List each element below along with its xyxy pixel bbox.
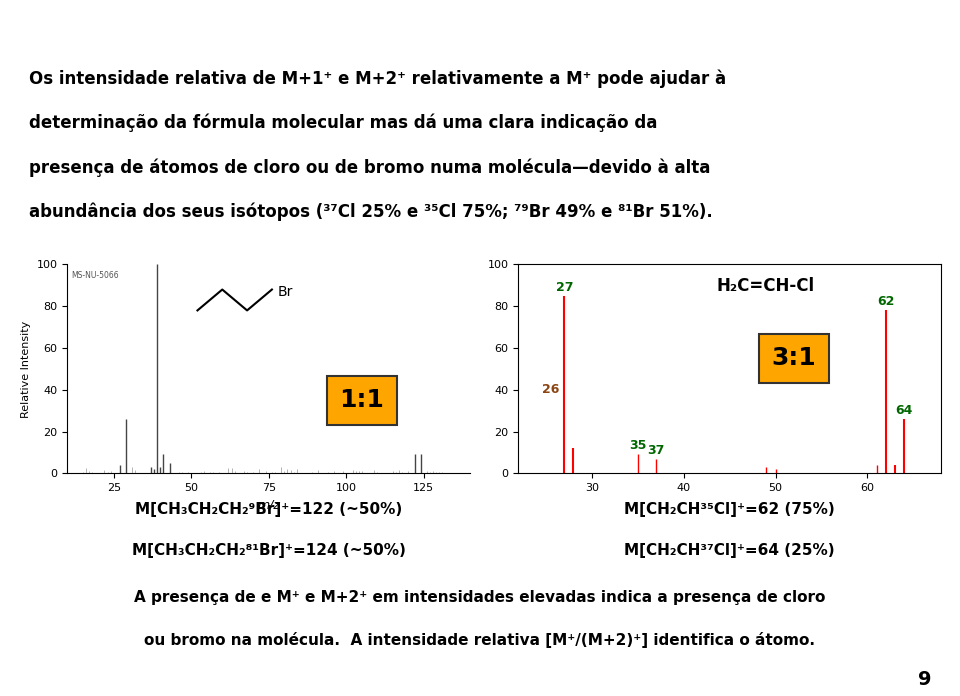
Text: 3:1: 3:1 [772, 347, 816, 370]
Text: A presença de e M⁺ e M+2⁺ em intensidades elevadas indica a presença de cloro: A presença de e M⁺ e M+2⁺ em intensidade… [134, 590, 826, 605]
Text: 64: 64 [896, 404, 913, 417]
Text: M⁺ e isótopos: M⁺ e isótopos [363, 16, 597, 47]
Text: abundância dos seus isótopos (³⁷Cl 25% e ³⁵Cl 75%; ⁷⁹Br 49% e ⁸¹Br 51%).: abundância dos seus isótopos (³⁷Cl 25% e… [29, 203, 712, 221]
Text: 26: 26 [541, 383, 560, 396]
Text: ou bromo na molécula.  A intensidade relativa [M⁺/(M+2)⁺] identifica o átomo.: ou bromo na molécula. A intensidade rela… [145, 632, 815, 647]
Text: 37: 37 [647, 443, 665, 457]
Text: M[CH₃CH₂CH₂⁸¹Br]⁺=124 (~50%): M[CH₃CH₂CH₂⁸¹Br]⁺=124 (~50%) [132, 543, 406, 558]
Text: MS-NU-5066: MS-NU-5066 [71, 271, 119, 280]
Text: Br: Br [278, 285, 294, 299]
Text: Os intensidade relativa de M+1⁺ e M+2⁺ relativamente a M⁺ pode ajudar à: Os intensidade relativa de M+1⁺ e M+2⁺ r… [29, 70, 726, 88]
Text: presença de átomos de cloro ou de bromo numa molécula—devido à alta: presença de átomos de cloro ou de bromo … [29, 158, 710, 177]
Text: determinação da fórmula molecular mas dá uma clara indicação da: determinação da fórmula molecular mas dá… [29, 114, 658, 132]
Text: 62: 62 [877, 295, 895, 308]
Text: 35: 35 [629, 439, 646, 452]
Text: 9: 9 [918, 670, 931, 689]
Text: H₂C=CH-Cl: H₂C=CH-Cl [717, 277, 815, 295]
Text: M[CH₃CH₂CH₂⁹Br]⁺=122 (~50%): M[CH₃CH₂CH₂⁹Br]⁺=122 (~50%) [135, 502, 402, 517]
Y-axis label: Relative Intensity: Relative Intensity [21, 320, 31, 418]
Text: M[CH₂CH³⁷Cl]⁺=64 (25%): M[CH₂CH³⁷Cl]⁺=64 (25%) [624, 543, 835, 558]
Text: M[CH₂CH³⁵Cl]⁺=62 (75%): M[CH₂CH³⁵Cl]⁺=62 (75%) [624, 502, 835, 517]
Text: 1:1: 1:1 [340, 388, 384, 412]
Text: 27: 27 [556, 280, 573, 294]
X-axis label: m/z: m/z [257, 498, 280, 512]
